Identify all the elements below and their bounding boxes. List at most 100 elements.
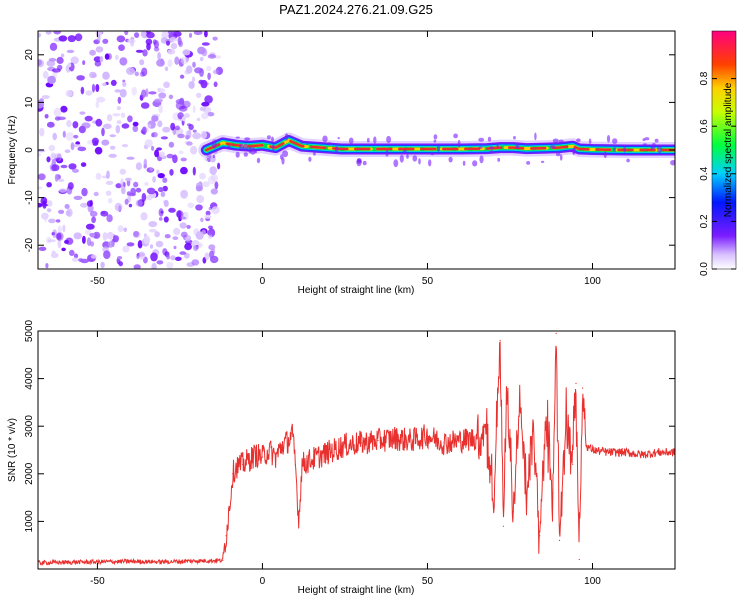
noise-blob <box>75 141 81 145</box>
noise-blob <box>119 57 128 66</box>
noise-blob <box>95 84 100 92</box>
track-speckle <box>271 136 274 142</box>
noise-blob <box>213 81 218 88</box>
snr-point <box>255 454 257 456</box>
noise-blob <box>151 262 157 269</box>
noise-blob <box>204 252 210 260</box>
noise-blob <box>109 134 116 138</box>
track-speckle <box>366 137 370 143</box>
noise-blob <box>201 42 210 46</box>
noise-blob <box>192 61 196 68</box>
noise-blob <box>46 156 51 163</box>
noise-blob <box>191 259 200 266</box>
track-speckle <box>272 143 275 152</box>
noise-blob <box>149 244 154 249</box>
noise-blob <box>168 141 175 148</box>
noise-blob <box>169 169 174 176</box>
noise-blob <box>104 53 110 60</box>
noise-blob <box>157 173 165 179</box>
noise-blob <box>97 34 101 43</box>
noise-blob <box>210 174 218 182</box>
track-speckle <box>479 155 484 164</box>
noise-blob <box>38 173 46 181</box>
track-speckle <box>300 140 304 144</box>
track-speckle <box>322 135 328 143</box>
noise-blob <box>174 56 180 65</box>
noise-blob <box>154 149 160 158</box>
noise-blob <box>80 162 87 168</box>
noise-blob <box>73 144 82 148</box>
track-speckle <box>362 160 367 166</box>
noise-blob <box>175 210 184 219</box>
spectrogram-ylabel: Frequency (Hz) <box>7 116 18 185</box>
noise-blob <box>195 231 204 240</box>
track-core <box>205 139 675 152</box>
snr-point <box>582 387 584 389</box>
noise-blob <box>120 112 126 118</box>
noise-blob <box>155 240 164 248</box>
noise-blob <box>118 44 125 51</box>
noise-blob <box>199 106 206 112</box>
noise-blob <box>58 35 68 42</box>
noise-blob <box>151 145 155 151</box>
noise-blob <box>191 76 196 83</box>
track-speckle <box>670 160 675 166</box>
snr-point <box>555 332 557 334</box>
snr-panel: -50 0 50 100 1000 2000 3000 4000 5000 Height of … <box>7 319 676 596</box>
noise-blob <box>126 67 135 76</box>
noise-blob <box>101 127 105 137</box>
noise-blob <box>133 181 139 188</box>
noise-blob <box>42 70 49 79</box>
noise-blob <box>105 190 112 196</box>
noise-blob <box>65 210 71 217</box>
noise-blob <box>156 260 164 265</box>
spectrogram-xtick-label: 0 <box>260 276 266 287</box>
noise-blob <box>157 187 164 193</box>
track-speckle <box>248 146 252 154</box>
noise-blob <box>38 186 43 190</box>
noise-blob <box>117 256 123 260</box>
colorbar-tick-label: 0.2 <box>699 214 710 228</box>
noise-blob <box>38 246 47 251</box>
snr-point <box>486 425 488 427</box>
noise-blob <box>38 153 42 157</box>
snr-point <box>585 444 587 446</box>
noise-blob <box>153 47 160 52</box>
spectrogram-track <box>198 132 675 168</box>
colorbar-label: Normalized spectral amplitude <box>723 82 734 217</box>
noise-blob <box>67 182 74 190</box>
noise-blob <box>73 195 83 200</box>
noise-blob <box>117 96 122 104</box>
noise-blob <box>80 202 88 208</box>
snr-point <box>575 382 577 384</box>
colorbar-tick-label: 0.4 <box>699 166 710 180</box>
noise-blob <box>119 88 127 98</box>
noise-blob <box>108 153 117 158</box>
noise-blob <box>107 241 114 248</box>
track-speckle <box>623 145 627 153</box>
snr-point <box>96 561 98 563</box>
noise-blob <box>60 53 65 58</box>
snr-point <box>641 454 643 456</box>
track-speckle <box>626 158 630 163</box>
noise-blob <box>89 49 96 56</box>
noise-blob <box>158 104 163 114</box>
noise-blob <box>201 112 209 120</box>
noise-blob <box>126 156 135 160</box>
spectrogram-ytick-label: -10 <box>24 190 35 205</box>
snr-point <box>228 506 230 508</box>
track-speckle <box>453 133 458 139</box>
noise-blob <box>166 262 174 269</box>
noise-blob <box>51 68 61 73</box>
noise-blob <box>210 188 218 195</box>
track-speckle <box>572 148 577 154</box>
noise-blob <box>65 132 74 141</box>
noise-blob <box>121 186 126 195</box>
track-speckle <box>613 147 617 152</box>
noise-blob <box>95 118 103 127</box>
track-speckle <box>436 144 441 152</box>
track-speckle <box>433 139 437 143</box>
track-speckle <box>243 152 248 157</box>
noise-blob <box>199 68 204 77</box>
noise-blob <box>207 72 211 81</box>
